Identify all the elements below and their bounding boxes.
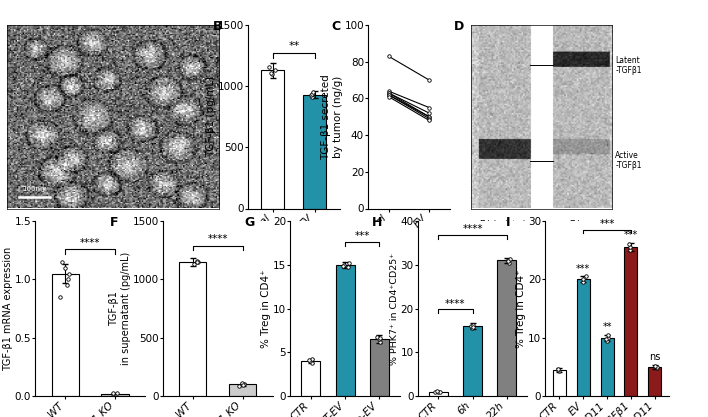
Y-axis label: % PHK7⁺ in CD4⁺CD25⁺: % PHK7⁺ in CD4⁺CD25⁺ [390,252,399,365]
Text: **: ** [603,322,612,332]
Text: F: F [110,216,119,229]
Y-axis label: TGF-β1 mRNA expression: TGF-β1 mRNA expression [4,246,13,371]
Text: C: C [331,20,341,33]
Text: ***: *** [576,264,590,274]
Y-axis label: TGF-β1 secreted
by tumor (ng/g): TGF-β1 secreted by tumor (ng/g) [321,74,343,160]
Bar [577,279,590,396]
Bar [429,392,447,396]
Bar [303,95,326,208]
Bar [370,339,389,396]
Y-axis label: TGF-β1
in supernatant (pg/mL): TGF-β1 in supernatant (pg/mL) [110,252,131,365]
Text: ***: *** [355,231,370,241]
Text: ****: **** [462,224,483,234]
Bar [229,384,256,396]
Text: H: H [372,216,382,229]
Y-axis label: % Treg in CD4⁺: % Treg in CD4⁺ [516,269,527,348]
Text: B: B [213,20,222,33]
Bar [302,361,320,396]
Bar [101,394,129,396]
Text: **: ** [288,41,299,51]
Text: I: I [506,216,510,229]
Bar [52,274,79,396]
Text: ***: *** [624,230,638,240]
Bar [336,265,355,396]
Bar [649,367,661,396]
Bar [600,338,614,396]
Bar [261,70,285,208]
Bar [179,262,207,396]
Bar [553,370,566,396]
Text: ****: **** [207,234,228,244]
Bar [463,326,482,396]
Text: G: G [244,216,254,229]
Text: EV-depleted
supernatant: EV-depleted supernatant [479,219,525,239]
Text: ***: *** [600,219,615,229]
Text: ****: **** [80,238,101,248]
Y-axis label: % Treg in CD4⁺: % Treg in CD4⁺ [261,269,271,348]
Bar [624,247,637,396]
Text: ns: ns [649,352,661,362]
Text: Active
-TGFβ1: Active -TGFβ1 [615,151,641,171]
Y-axis label: TGF-β1 (pg/mL): TGF-β1 (pg/mL) [206,76,216,157]
Text: Latent
-TGFβ1: Latent -TGFβ1 [615,56,641,75]
Text: D: D [454,20,464,33]
Text: ****: **** [445,299,466,309]
Text: 100nm: 100nm [23,186,47,192]
Bar [498,260,516,396]
Text: EV: EV [569,219,579,229]
